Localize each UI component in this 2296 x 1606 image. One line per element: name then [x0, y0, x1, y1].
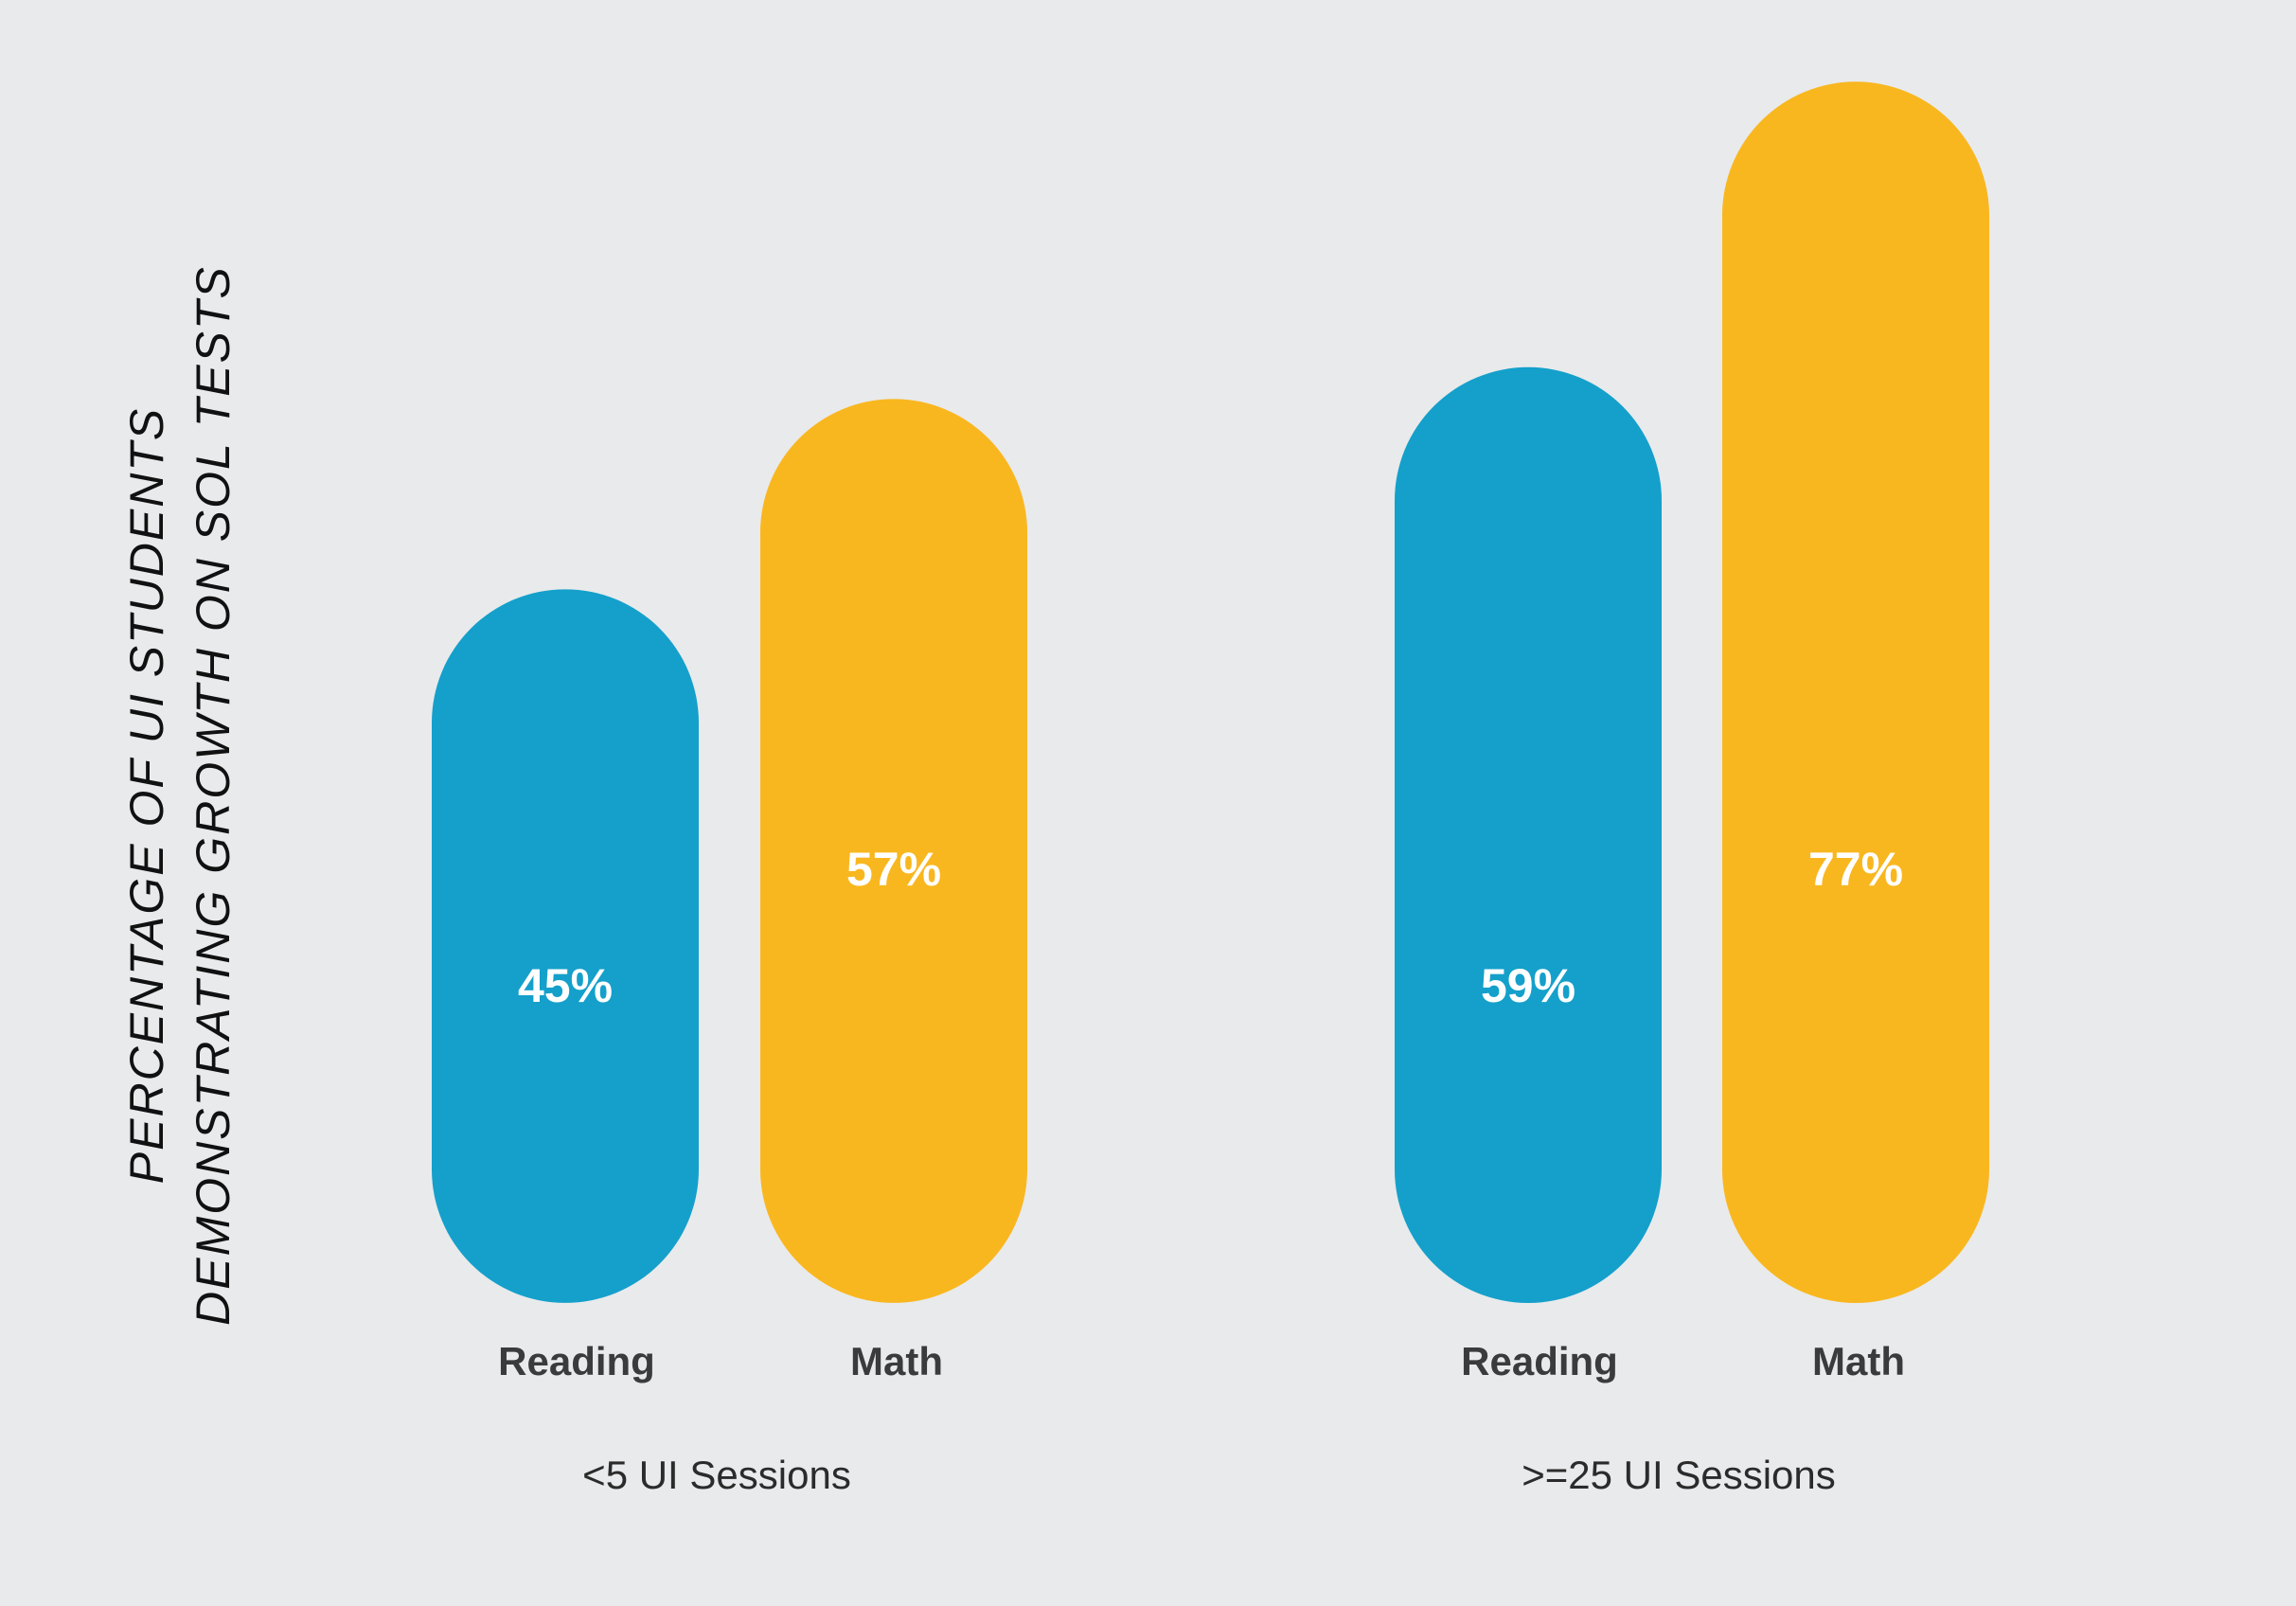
category-label-group-2-math: Math [1812, 1339, 1905, 1383]
bar-group-1-reading [432, 589, 699, 1303]
value-label-group-1-math: 57% [846, 843, 941, 896]
value-label-group-2-reading: 59% [1481, 959, 1575, 1012]
category-label-group-1-reading: Reading [498, 1339, 655, 1383]
bar-group-2-reading [1395, 366, 1662, 1303]
group-label-1: <5 UI Sessions [582, 1453, 851, 1497]
bar-group-1-math [760, 399, 1027, 1303]
bar-group-2-math [1722, 81, 1989, 1303]
value-label-group-1-reading: 45% [518, 959, 613, 1012]
category-label-group-2-reading: Reading [1461, 1339, 1618, 1383]
group-label-2: >=25 UI Sessions [1522, 1453, 1836, 1497]
category-label-group-1-math: Math [850, 1339, 943, 1383]
value-label-group-2-math: 77% [1808, 843, 1903, 896]
